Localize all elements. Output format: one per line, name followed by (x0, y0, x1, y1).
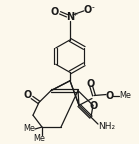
Text: NH₂: NH₂ (98, 122, 116, 131)
Text: Me: Me (23, 124, 35, 132)
Text: N: N (66, 12, 74, 22)
Text: Me: Me (119, 91, 131, 100)
Text: O: O (90, 101, 98, 111)
Text: O: O (87, 79, 95, 89)
Text: O: O (106, 91, 114, 101)
Text: O: O (24, 90, 32, 100)
Text: O: O (84, 5, 92, 15)
Text: Me: Me (33, 134, 45, 143)
Text: O: O (51, 7, 59, 17)
Text: +: + (72, 12, 77, 17)
Text: -: - (92, 3, 95, 12)
